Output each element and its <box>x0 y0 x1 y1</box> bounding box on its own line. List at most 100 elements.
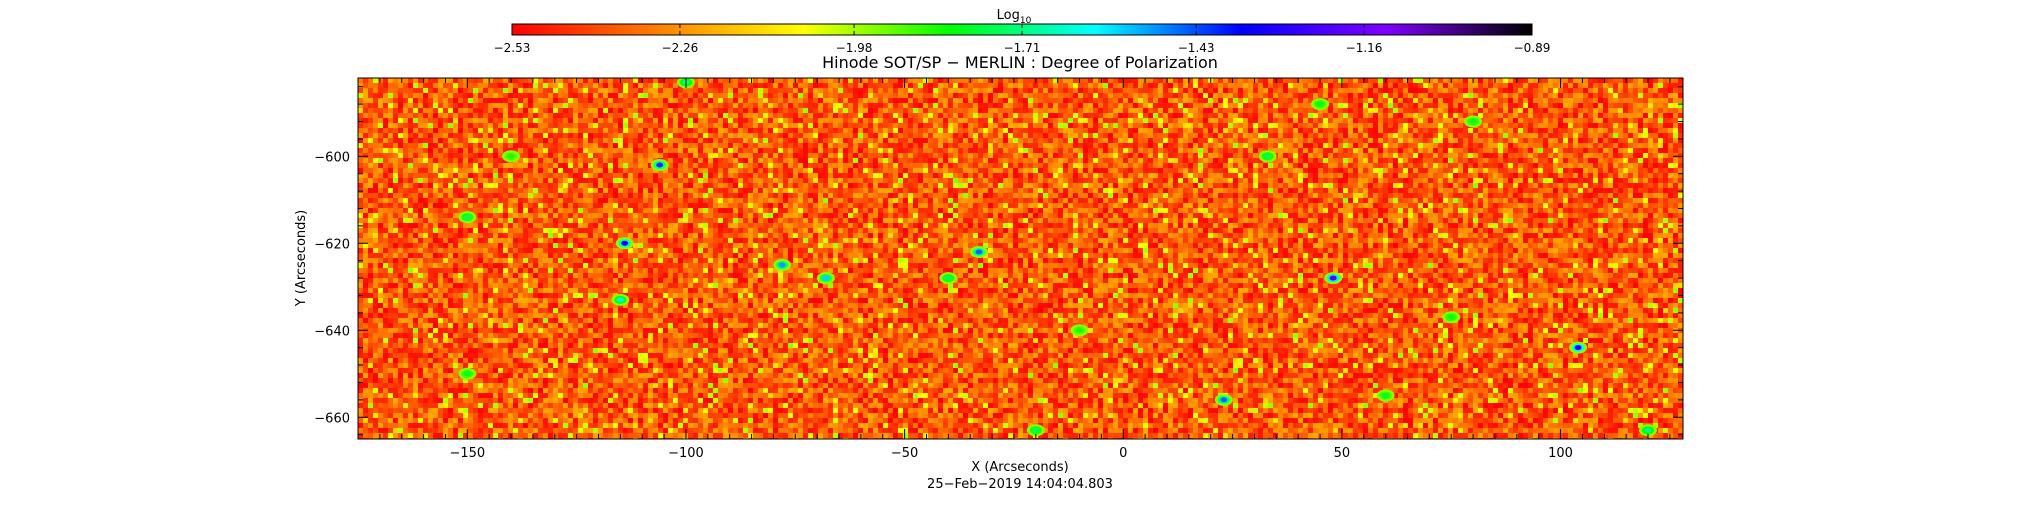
heatmap-cell <box>1223 133 1228 138</box>
heatmap-cell <box>768 103 773 108</box>
heatmap-cell <box>1658 88 1663 93</box>
heatmap-cell <box>1658 128 1663 133</box>
heatmap-cell <box>448 88 453 93</box>
heatmap-cell <box>1388 138 1393 143</box>
heatmap-cell <box>1178 118 1183 123</box>
heatmap-cell <box>1643 138 1648 143</box>
heatmap-cell <box>1203 123 1208 128</box>
heatmap-cell <box>703 133 708 138</box>
heatmap-cell <box>1038 118 1043 123</box>
heatmap-cell <box>1613 108 1618 113</box>
heatmap-cell <box>718 128 723 133</box>
heatmap-cell <box>968 98 973 103</box>
heatmap-cell <box>1483 163 1488 168</box>
heatmap-cell <box>503 78 508 83</box>
heatmap-cell <box>1143 163 1148 168</box>
heatmap-cell <box>1013 128 1018 133</box>
heatmap-cell <box>1528 153 1533 158</box>
heatmap-cell <box>1153 78 1158 83</box>
heatmap-cell <box>738 123 743 128</box>
heatmap-cell <box>1293 103 1298 108</box>
heatmap-cell <box>1563 143 1568 148</box>
heatmap-cell <box>743 148 748 153</box>
heatmap-cell <box>1358 143 1363 148</box>
heatmap-cell <box>698 123 703 128</box>
heatmap-cell <box>1368 143 1373 148</box>
heatmap-cell <box>1048 133 1053 138</box>
heatmap-cell <box>1573 133 1578 138</box>
heatmap-cell <box>638 133 643 138</box>
heatmap-cell <box>1613 78 1618 83</box>
heatmap-cell <box>1668 103 1673 108</box>
heatmap-cell <box>1373 113 1378 118</box>
heatmap-cell <box>673 168 678 173</box>
heatmap-cell <box>378 158 383 163</box>
heatmap-cell <box>763 123 768 128</box>
heatmap-cell <box>1043 118 1048 123</box>
heatmap-cell <box>988 123 993 128</box>
heatmap-cell <box>618 88 623 93</box>
heatmap-cell <box>733 168 738 173</box>
heatmap-cell <box>1208 143 1213 148</box>
heatmap-cell <box>573 138 578 143</box>
heatmap-cell <box>603 138 608 143</box>
heatmap-cell <box>1318 128 1323 133</box>
heatmap-cell <box>1443 98 1448 103</box>
heatmap-cell <box>653 133 658 138</box>
heatmap-cell <box>1298 83 1303 88</box>
heatmap-cell <box>1268 108 1273 113</box>
heatmap-cell <box>1573 128 1578 133</box>
heatmap-cell <box>1198 123 1203 128</box>
heatmap-cell <box>668 98 673 103</box>
heatmap-cell <box>728 153 733 158</box>
heatmap-cell <box>1328 138 1333 143</box>
heatmap-cell <box>408 133 413 138</box>
heatmap-cell <box>643 148 648 153</box>
heatmap-cell <box>378 123 383 128</box>
heatmap-cell <box>1258 118 1263 123</box>
heatmap-cell <box>1293 138 1298 143</box>
heatmap-cell <box>793 163 798 168</box>
heatmap-cell <box>1053 88 1058 93</box>
heatmap-cell <box>1283 163 1288 168</box>
heatmap-cell <box>1098 83 1103 88</box>
heatmap-cell <box>553 78 558 83</box>
heatmap-cell <box>1078 133 1083 138</box>
heatmap-cell <box>1538 118 1543 123</box>
heatmap-cell <box>1663 78 1668 83</box>
heatmap-cell <box>603 118 608 123</box>
heatmap-cell <box>1663 98 1668 103</box>
heatmap-cell <box>1248 123 1253 128</box>
heatmap-cell <box>1143 118 1148 123</box>
heatmap-cell <box>1123 158 1128 163</box>
heatmap-cell <box>843 168 848 173</box>
heatmap-cell <box>1538 143 1543 148</box>
heatmap-cell <box>953 133 958 138</box>
heatmap-cell <box>843 158 848 163</box>
heatmap-cell <box>1388 83 1393 88</box>
heatmap-cell <box>858 93 863 98</box>
heatmap-cell <box>1668 128 1673 133</box>
heatmap-cell <box>1053 143 1058 148</box>
heatmap-cell <box>1458 78 1463 83</box>
heatmap-cell <box>803 123 808 128</box>
heatmap-cell <box>908 83 913 88</box>
heatmap-cell <box>1548 143 1553 148</box>
heatmap-cell <box>703 108 708 113</box>
heatmap-cell <box>793 103 798 108</box>
heatmap-cell <box>718 113 723 118</box>
heatmap-cell <box>693 168 698 173</box>
heatmap-cell <box>1188 83 1193 88</box>
heatmap-cell <box>613 128 618 133</box>
heatmap-cell <box>1623 78 1628 83</box>
heatmap-cell <box>878 113 883 118</box>
heatmap-cell <box>1643 83 1648 88</box>
heatmap-cell <box>363 108 368 113</box>
heatmap-cell <box>593 138 598 143</box>
heatmap-cell <box>1578 98 1583 103</box>
heatmap-cell <box>858 88 863 93</box>
heatmap-cell <box>868 143 873 148</box>
heatmap-cell <box>1363 78 1368 83</box>
heatmap-cell <box>1568 108 1573 113</box>
heatmap-cell <box>1628 158 1633 163</box>
